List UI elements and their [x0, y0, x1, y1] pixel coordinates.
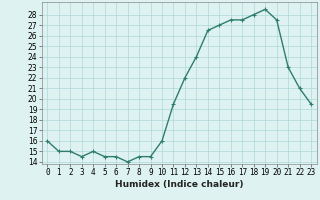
X-axis label: Humidex (Indice chaleur): Humidex (Indice chaleur)	[115, 180, 244, 189]
